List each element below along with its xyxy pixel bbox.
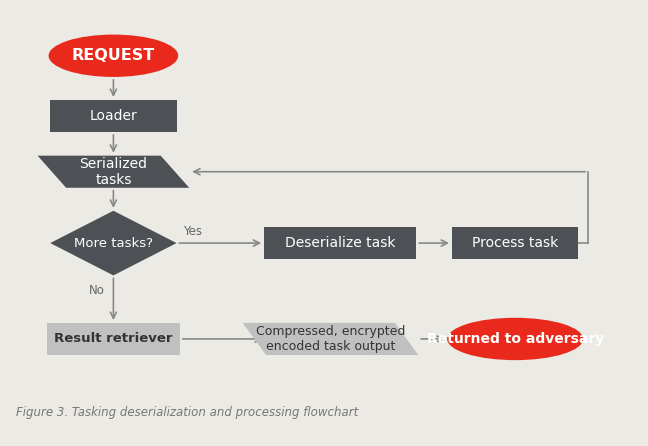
Text: More tasks?: More tasks? [74, 236, 153, 250]
Polygon shape [50, 211, 176, 275]
Text: Serialized
tasks: Serialized tasks [80, 157, 147, 187]
Text: Yes: Yes [183, 225, 202, 238]
Text: Returned to adversary: Returned to adversary [426, 332, 604, 346]
Ellipse shape [447, 318, 583, 360]
FancyBboxPatch shape [47, 323, 179, 355]
Text: Compressed, encrypted
encoded task output: Compressed, encrypted encoded task outpu… [256, 325, 405, 353]
Text: Loader: Loader [89, 109, 137, 123]
Ellipse shape [49, 35, 178, 77]
Polygon shape [242, 323, 419, 355]
Text: Deserialize task: Deserialize task [285, 236, 395, 250]
Polygon shape [38, 156, 189, 188]
Text: REQUEST: REQUEST [72, 48, 155, 63]
Text: Process task: Process task [472, 236, 559, 250]
Text: Result retriever: Result retriever [54, 332, 172, 346]
FancyBboxPatch shape [264, 227, 416, 259]
FancyBboxPatch shape [50, 100, 176, 132]
Text: No: No [89, 285, 105, 297]
Text: Figure 3. Tasking deserialization and processing flowchart: Figure 3. Tasking deserialization and pr… [16, 406, 358, 419]
FancyBboxPatch shape [452, 227, 578, 259]
